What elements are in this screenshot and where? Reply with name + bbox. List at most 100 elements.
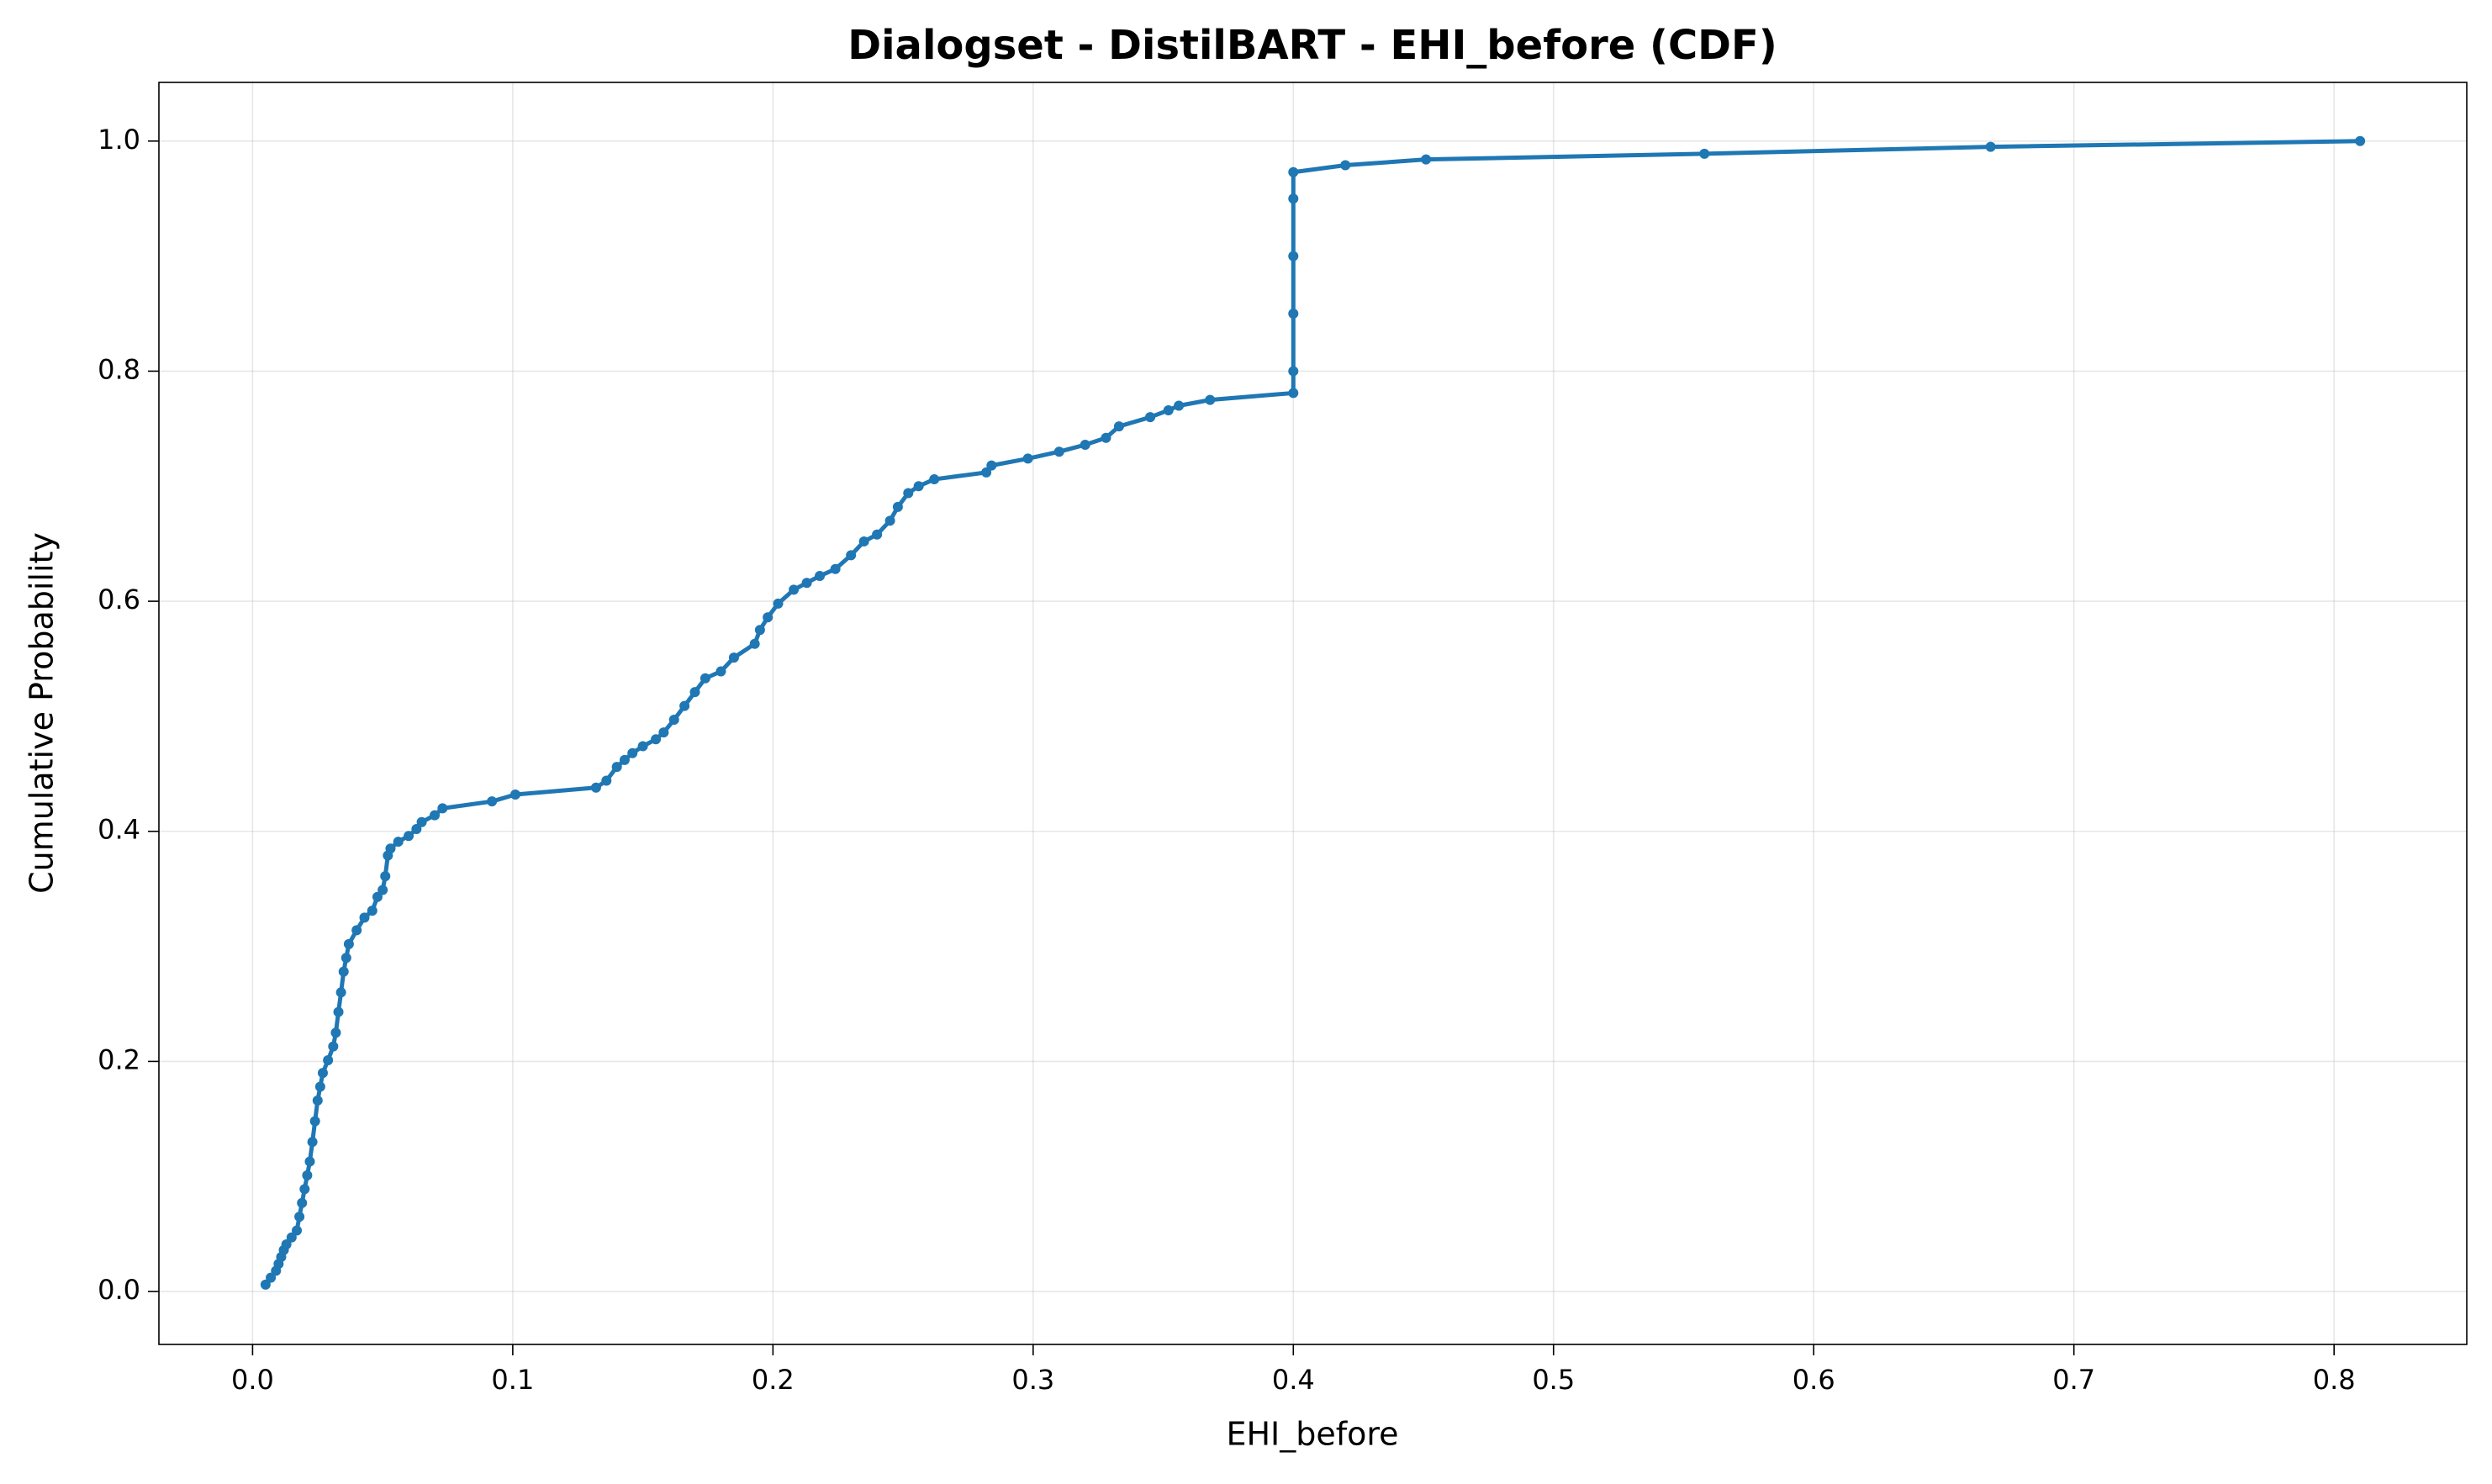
data-point [892,501,903,512]
data-point [749,638,760,649]
data-point [312,1095,323,1106]
x-tick-label: 0.3 [1011,1364,1054,1396]
data-point [2355,135,2366,146]
data-point [658,727,669,738]
data-point [335,987,346,998]
data-point [299,1184,310,1195]
data-point [304,1156,315,1167]
x-tick-label: 0.6 [1792,1364,1835,1396]
data-point [846,550,857,561]
data-point [1145,412,1156,423]
data-point [328,1041,339,1052]
data-point [830,563,841,574]
data-point [929,474,940,485]
data-point [1288,166,1299,177]
data-point [1053,446,1064,457]
data-point [1288,388,1299,399]
data-point [601,775,612,786]
y-tick-label: 0.2 [98,1043,140,1075]
data-point [1340,160,1351,171]
data-point [338,966,349,977]
data-point [341,953,351,964]
data-point [689,687,700,698]
x-tick-label: 0.1 [491,1364,534,1396]
chart-title: Dialogset - DistilBART - EHI_before (CDF… [847,22,1777,69]
data-point [679,700,690,711]
data-point [763,612,773,623]
data-point [651,734,662,745]
data-point [627,747,638,758]
data-point [801,578,812,589]
data-point [1288,193,1299,204]
data-point [307,1137,318,1148]
data-point [294,1212,305,1223]
data-point [309,1116,320,1127]
y-tick-label: 0.8 [98,353,140,385]
y-tick-label: 0.0 [98,1274,140,1306]
data-point [430,810,441,821]
data-point [266,1272,277,1283]
data-point [981,467,992,478]
data-point [286,1232,297,1243]
data-point [986,460,997,471]
data-point [815,570,826,581]
data-point [715,666,726,677]
data-point [754,625,765,636]
data-point [343,938,354,949]
y-axis-label: Cumulative Probability [24,532,61,894]
x-tick-label: 0.4 [1272,1364,1315,1396]
data-point [416,816,427,827]
data-point [323,1055,334,1066]
y-tick-label: 0.4 [98,814,140,846]
data-point [1101,432,1111,443]
data-point [590,782,601,793]
data-point [1421,154,1432,165]
data-point [333,1006,344,1017]
x-axis-label: EHI_before [1226,1416,1398,1453]
data-point [377,885,388,895]
x-tick-label: 0.2 [752,1364,795,1396]
data-point [668,715,679,726]
data-point [637,741,648,752]
data-point [884,515,895,526]
data-point [393,837,404,848]
data-point [404,831,414,842]
data-point [260,1279,271,1290]
x-tick-label: 0.7 [2052,1364,2095,1396]
data-point [385,843,396,854]
data-point [872,529,883,540]
x-tick-label: 0.5 [1532,1364,1575,1396]
data-point [302,1170,313,1180]
data-point [411,824,422,835]
data-point [281,1238,292,1249]
data-point [317,1068,328,1079]
data-point [351,925,362,936]
data-point [367,906,377,916]
data-point [903,488,914,499]
data-point [1288,251,1299,261]
data-point [437,803,448,814]
y-tick-label: 1.0 [98,124,140,156]
data-point [773,598,784,609]
data-point [292,1225,303,1236]
data-point [372,891,383,902]
data-point [1174,400,1185,411]
data-point [314,1081,325,1092]
data-point [619,754,630,765]
data-point [1699,148,1710,159]
data-point [380,871,391,882]
data-point [509,789,520,800]
y-tick-label: 0.6 [98,584,140,615]
data-point [1985,141,1996,152]
x-tick-label: 0.8 [2313,1364,2356,1396]
data-point [487,796,498,807]
data-point [1163,404,1174,415]
data-point [1205,394,1216,405]
data-point [700,673,710,684]
data-point [611,762,622,773]
data-point [1080,440,1090,451]
data-point [913,481,924,492]
data-point [858,536,869,547]
